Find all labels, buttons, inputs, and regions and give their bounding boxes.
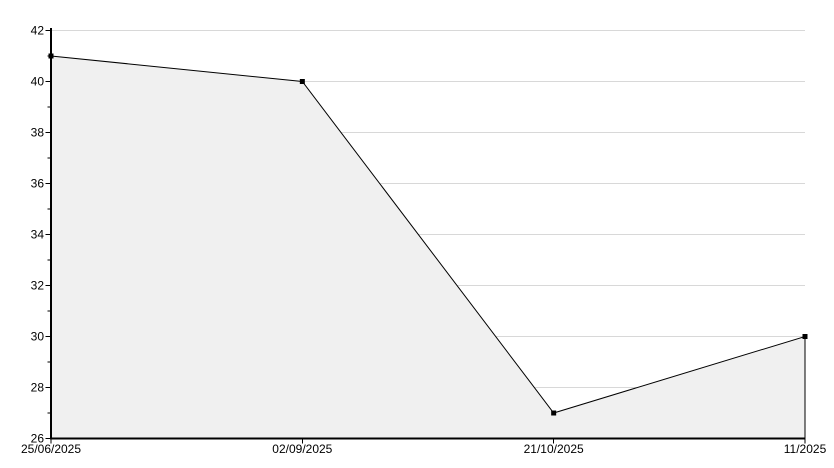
x-tick-label: 11/2025 — [784, 442, 827, 456]
series-area — [50, 55, 806, 439]
x-tick-label: 02/09/2025 — [272, 442, 332, 456]
data-point-marker — [551, 410, 557, 416]
y-tick-label: 42 — [31, 24, 45, 38]
data-point-marker — [802, 334, 808, 339]
y-tick-label: 32 — [31, 279, 45, 293]
x-tick-label: 25/06/2025 — [21, 442, 81, 456]
y-tick-label: 28 — [31, 381, 45, 395]
y-tick-label: 30 — [31, 330, 45, 344]
y-tick-label: 36 — [31, 177, 45, 191]
y-tick-label: 38 — [31, 126, 45, 140]
y-tick-label: 34 — [31, 228, 45, 242]
y-tick-label: 26 — [31, 432, 45, 446]
data-point-marker — [299, 79, 305, 84]
y-tick-label: 40 — [31, 75, 45, 89]
x-tick-label: 21/10/2025 — [524, 442, 584, 456]
